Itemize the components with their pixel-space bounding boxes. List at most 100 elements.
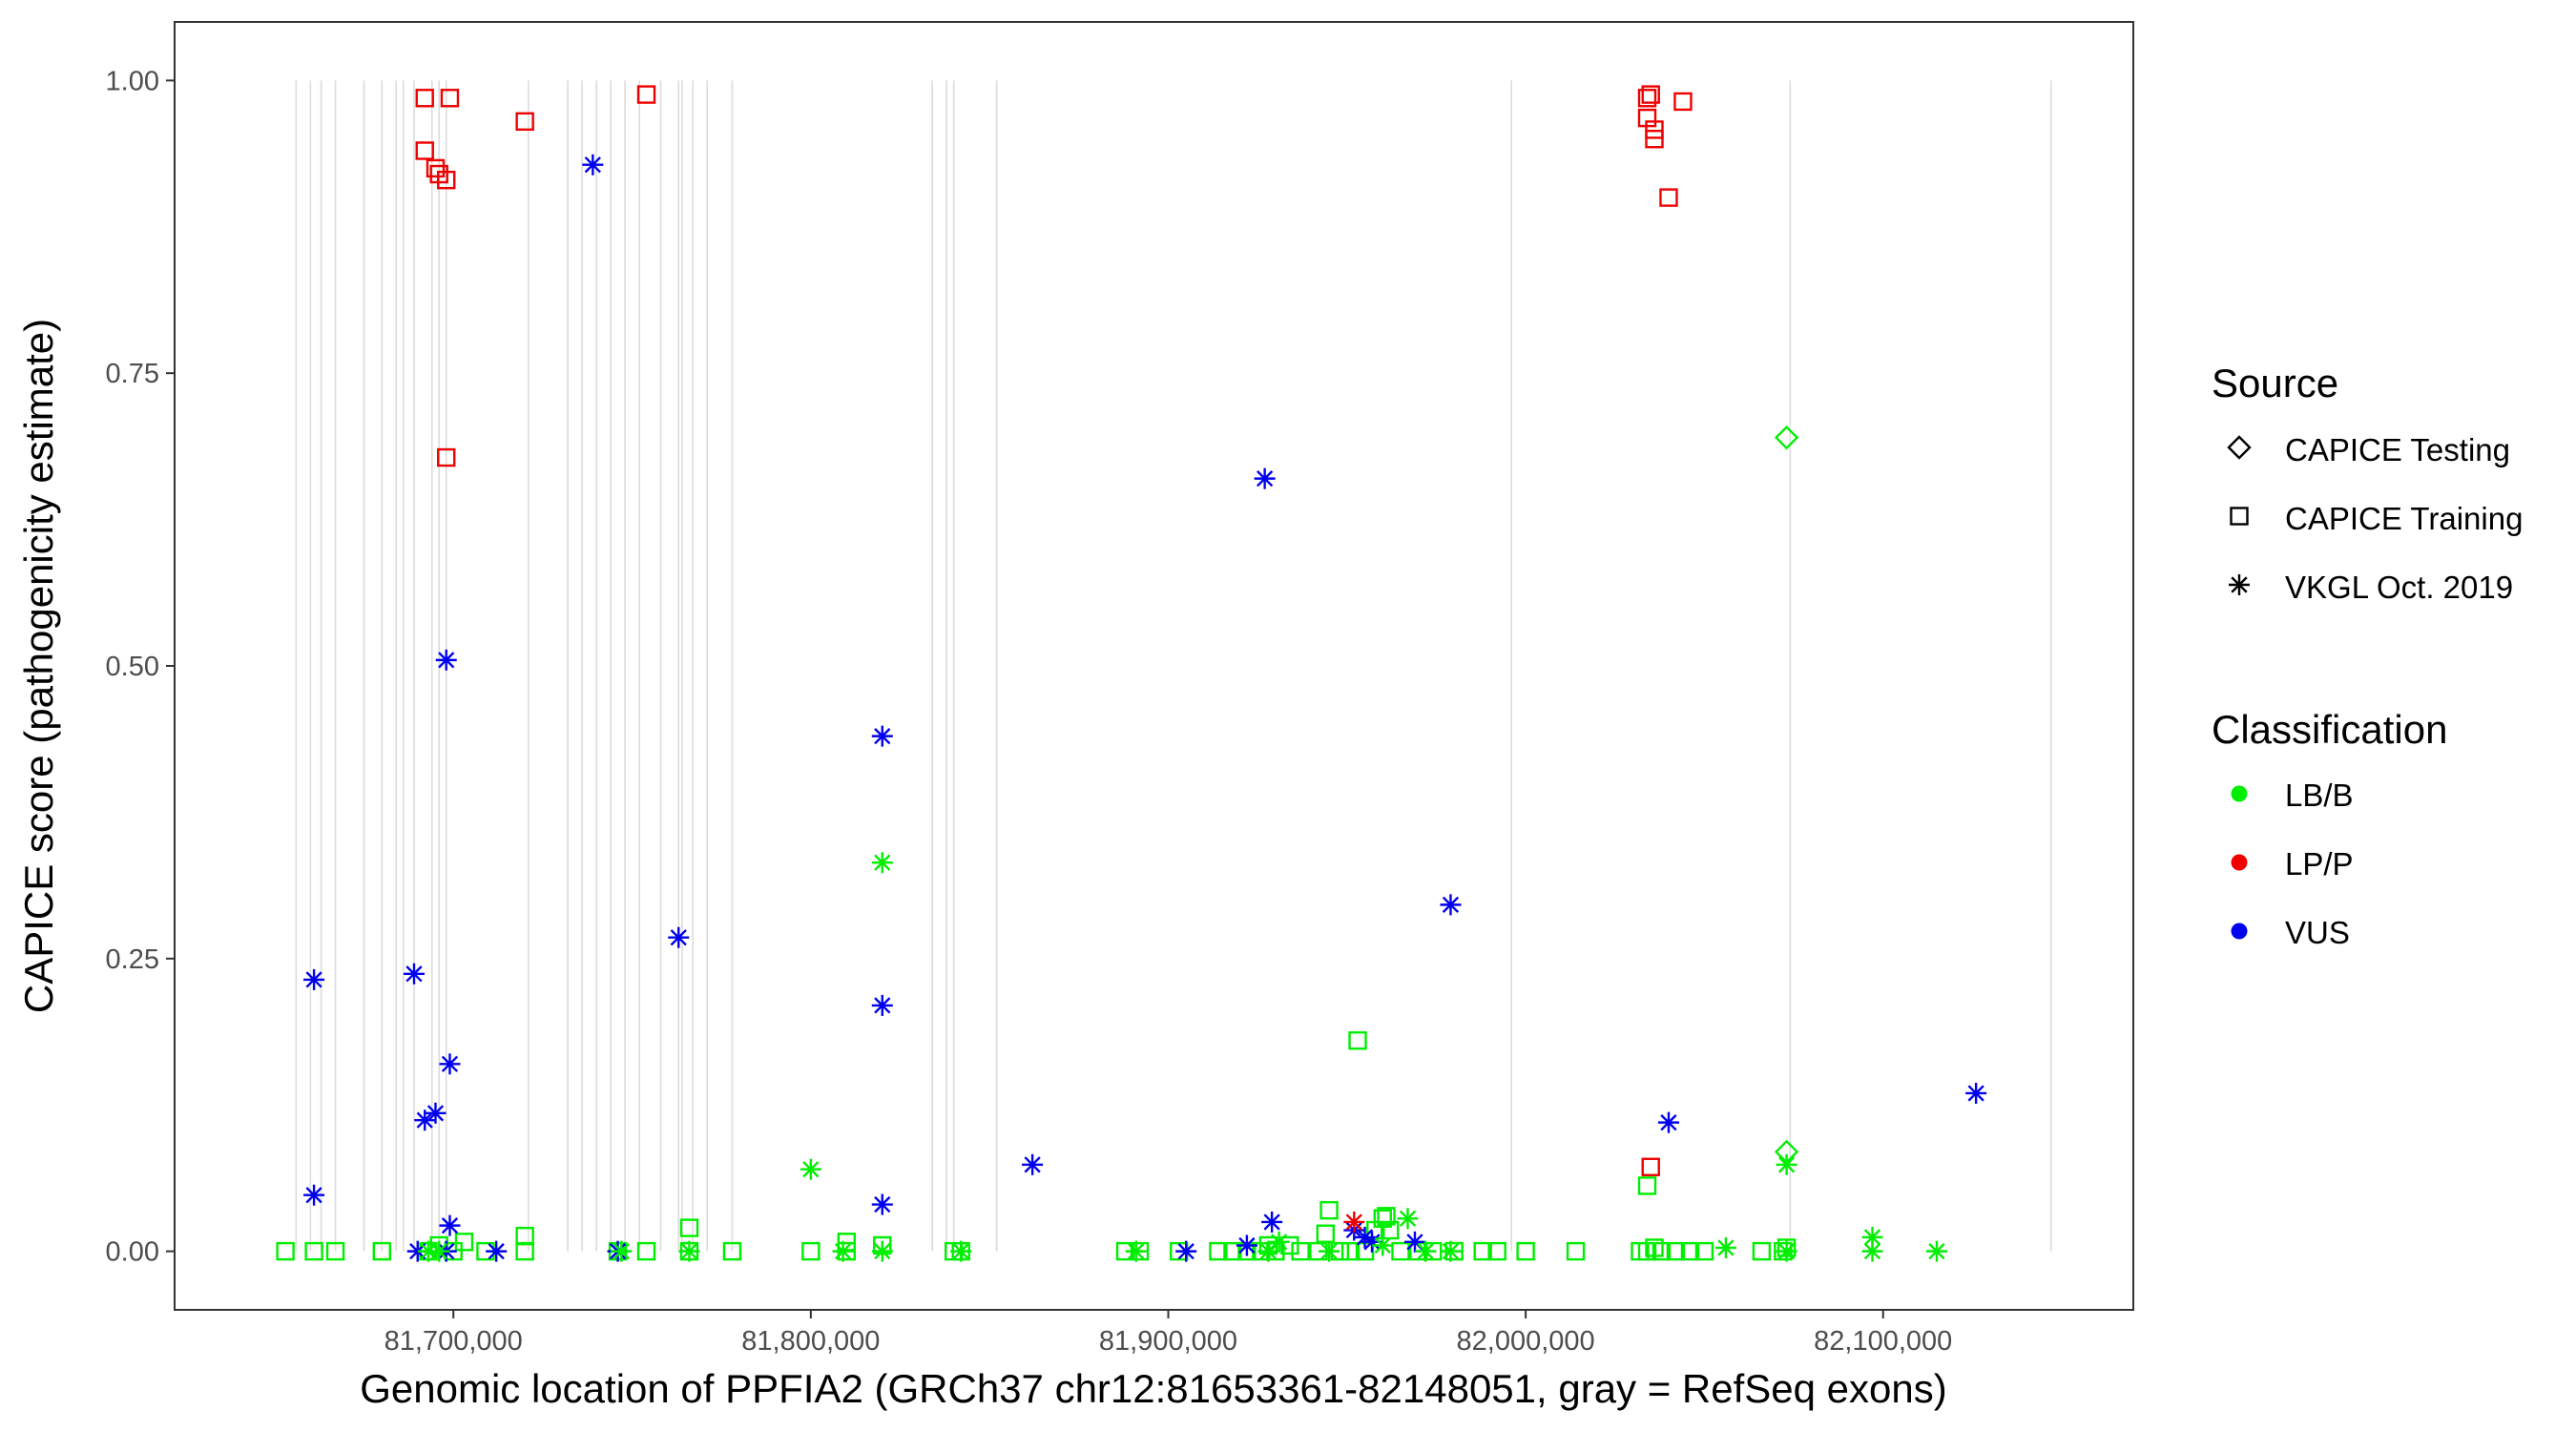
legend-label-capice-testing: CAPICE Testing [2285,432,2510,467]
legend-label-vus: VUS [2285,915,2350,950]
data-point [871,994,893,1016]
legend-key-square [2230,507,2249,526]
data-point [439,1053,461,1075]
y-tick-label: 0.75 [106,359,159,389]
data-point [1377,1207,1396,1226]
data-point [1566,1241,1586,1261]
axes: 0.00 0.25 0.50 0.75 1.00 81,700,000 81,800,000… [106,66,1953,1357]
data-points [276,85,1987,1262]
data-point [950,1240,972,1262]
data-point [611,1240,633,1262]
data-point [426,158,446,178]
data-point [415,141,434,160]
data-point [722,1241,742,1261]
data-point [1415,1240,1437,1262]
data-point [1343,1211,1365,1233]
legend-key-asterisk [2229,574,2250,595]
data-point [1965,1082,1987,1104]
data-point [440,89,460,108]
data-point [832,1240,854,1262]
data-point [325,1241,345,1261]
data-point [1175,1240,1197,1262]
data-point [404,963,426,985]
data-point [437,447,456,467]
data-point [486,1240,508,1262]
x-axis-title: Genomic location of PPFIA2 (GRCh37 chr12… [360,1366,1947,1411]
data-point [636,1241,656,1261]
data-point [1261,1211,1283,1233]
legend-label-lpp: LP/P [2285,846,2354,881]
data-point [1637,89,1657,108]
exon-lines [295,80,2052,1252]
data-point [582,154,604,176]
data-point [1440,1240,1462,1262]
data-point [1209,1241,1228,1261]
legend-key-color [2231,923,2248,940]
data-point [871,852,893,874]
data-point [1776,1153,1797,1175]
data-point [1022,1153,1044,1175]
x-tick-label: 82,100,000 [1814,1326,1952,1357]
legend-label-lbb: LB/B [2285,778,2354,813]
data-point [1268,1231,1290,1253]
data-point [1516,1241,1535,1261]
data-point [1645,130,1664,149]
y-tick-label: 0.00 [106,1237,159,1268]
data-point [303,1184,325,1206]
data-point [678,1240,700,1262]
data-point [435,649,457,671]
data-point [439,1214,461,1236]
data-point [1666,1241,1686,1261]
data-point [428,1240,450,1262]
x-tick-label: 81,800,000 [741,1326,880,1357]
data-point [1473,1241,1492,1261]
data-point [1694,1241,1714,1261]
data-point [801,1241,821,1261]
data-point [636,85,656,104]
data-point [871,1193,893,1215]
y-tick-label: 0.25 [106,944,159,975]
x-tick-label: 82,000,000 [1457,1326,1595,1357]
plot-panel-border [174,21,2134,1311]
data-point [800,1158,821,1180]
data-point [1391,1241,1410,1261]
data-point [372,1241,391,1261]
data-point [303,968,325,990]
data-point [1714,1236,1736,1258]
data-point [1641,1157,1660,1176]
data-point [1487,1241,1506,1261]
data-point [1680,1241,1700,1261]
data-point [1236,1234,1257,1256]
data-point [1319,1200,1339,1220]
legend-label-capice-training: CAPICE Training [2285,501,2523,536]
data-point [1774,425,1799,450]
data-point [515,1241,534,1261]
data-point [871,1240,893,1262]
data-point [1861,1240,1883,1262]
data-point [1673,92,1693,112]
data-point [276,1241,295,1261]
data-point [454,1233,474,1252]
data-point [1652,1241,1672,1261]
data-point [304,1241,323,1261]
data-point [1637,1176,1657,1195]
data-point [1340,1241,1361,1261]
legend-key-color [2231,854,2248,871]
data-point [515,112,534,132]
data-point [679,1218,699,1237]
data-point [1657,1111,1679,1133]
data-point [1254,467,1276,489]
y-tick-label: 1.00 [106,66,159,96]
data-point [1348,1031,1367,1050]
plot-background [175,22,2133,1310]
data-point [1776,1240,1797,1262]
y-tick-label: 0.50 [106,652,159,682]
data-point [668,926,690,948]
data-point [1319,1240,1340,1262]
legend-title-classification: Classification [2212,707,2447,752]
x-tick-label: 81,700,000 [384,1326,523,1357]
x-tick-label: 81,900,000 [1099,1326,1237,1357]
legend-title-source: Source [2212,361,2338,405]
y-axis-title: CAPICE score (pathogenicity estimate) [16,319,61,1013]
